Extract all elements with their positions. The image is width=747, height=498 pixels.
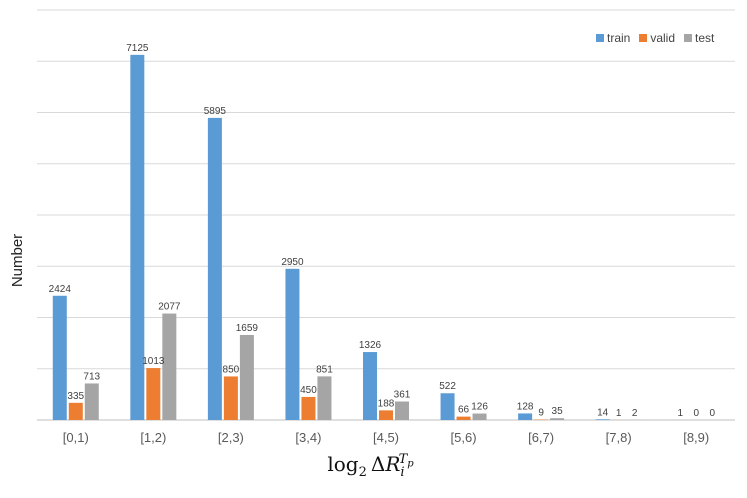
y-axis-label-container: Number [8, 180, 28, 340]
bar-test [162, 313, 177, 420]
data-label-valid: 1 [616, 408, 622, 419]
data-label-test: 0 [709, 408, 715, 419]
data-label-train: 128 [517, 401, 534, 412]
y-axis-label: Number [9, 233, 27, 287]
bar-train [595, 419, 610, 420]
data-label-valid: 335 [67, 391, 84, 402]
bar-test [239, 334, 254, 420]
data-label-train: 522 [439, 381, 456, 392]
data-label-test: 126 [471, 402, 488, 413]
data-label-valid: 850 [223, 364, 240, 375]
bar-valid [223, 376, 238, 420]
data-label-train: 1 [677, 408, 683, 419]
bar-train [52, 295, 67, 420]
data-label-test: 35 [552, 406, 564, 417]
x-tick-label: [2,3) [218, 430, 244, 445]
data-label-valid: 0 [693, 408, 699, 419]
data-label-valid: 66 [458, 405, 470, 416]
data-label-valid: 1013 [142, 356, 165, 367]
data-labels: 2424 335 713 7125 1013 2077 5895 850 1659 2950 450… [49, 43, 716, 419]
bar-valid [146, 368, 161, 420]
data-label-test: 1659 [236, 323, 259, 334]
data-label-train: 1326 [359, 340, 382, 351]
x-tick-label: [6,7) [528, 430, 554, 445]
data-label-valid: 9 [538, 408, 544, 419]
bar-train [207, 117, 222, 420]
bar-test [317, 376, 332, 420]
bars [52, 54, 688, 420]
bar-train [363, 352, 377, 420]
bar-test [84, 383, 99, 420]
legend-label-valid: valid [650, 31, 676, 45]
bar-test [472, 413, 487, 420]
bar-test [395, 401, 409, 420]
x-tick-label: [5,6) [451, 430, 477, 445]
data-label-train: 2424 [49, 284, 72, 295]
data-label-train: 2950 [281, 257, 304, 268]
x-tick-label: [4,5) [373, 430, 399, 445]
x-tick-label: [7,8) [606, 430, 632, 445]
data-label-test: 851 [316, 364, 333, 375]
legend-label-train: train [607, 31, 631, 45]
legend: train valid test [596, 31, 714, 45]
bar-valid [456, 416, 471, 420]
data-label-test: 2 [632, 408, 638, 419]
bar-valid [301, 396, 316, 420]
legend-label-test: test [695, 31, 715, 45]
data-label-valid: 188 [378, 398, 395, 409]
legend-swatch-test [684, 34, 693, 42]
legend-item-train: train [596, 31, 630, 45]
bar-train [130, 54, 145, 420]
bar-train [285, 268, 300, 420]
data-label-test: 361 [394, 389, 411, 400]
x-tick-label: [0,1) [63, 430, 89, 445]
legend-swatch-valid [639, 34, 648, 42]
data-label-valid: 450 [300, 385, 317, 396]
x-tick-label: [8,9) [683, 430, 709, 445]
legend-item-valid: valid [639, 31, 675, 45]
x-tick-labels: [0,1) [1,2) [2,3) [3,4) [4,5) [5,6) [6,7) [7,8)… [63, 430, 709, 445]
bar-valid [68, 402, 83, 420]
x-tick-label: [1,2) [140, 430, 166, 445]
data-label-test: 713 [83, 371, 100, 382]
data-label-train: 5895 [204, 106, 227, 117]
data-label-train: 14 [597, 407, 609, 418]
data-label-train: 7125 [126, 43, 149, 54]
x-tick-label: [3,4) [295, 430, 321, 445]
bar-test [550, 418, 565, 420]
x-axis-label: log2 ΔRiTp [327, 452, 414, 480]
data-label-test: 2077 [158, 302, 181, 313]
bar-valid [379, 410, 393, 420]
legend-item-test: test [684, 31, 714, 45]
legend-swatch-train [596, 34, 604, 42]
bar-train [518, 413, 533, 420]
bar-train [440, 393, 455, 420]
